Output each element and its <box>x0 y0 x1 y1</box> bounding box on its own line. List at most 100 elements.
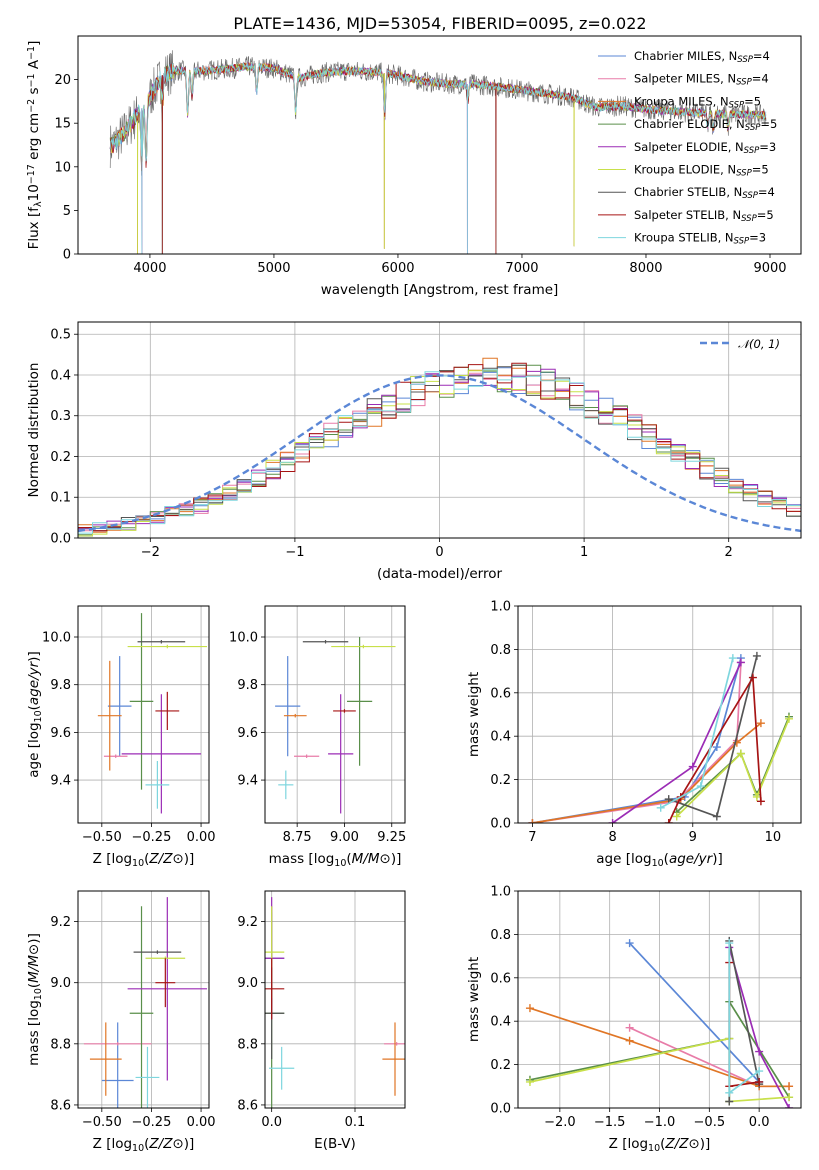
y-tick-label: 9.8 <box>50 678 71 693</box>
y-axis-label: mass weight <box>466 672 482 757</box>
plot-area <box>109 50 767 254</box>
legend-label: Kroupa STELIB, NSSP=3 <box>634 231 766 247</box>
series-marker <box>625 1036 634 1045</box>
series-marker <box>756 719 765 728</box>
y-tick-label: 9.4 <box>50 774 71 789</box>
x-tick-label: −0.25 <box>132 1115 172 1130</box>
x-tick-label: 0.00 <box>187 1115 216 1130</box>
y-tick-label: 0.3 <box>50 409 71 424</box>
x-tick-label: 9000 <box>753 261 786 276</box>
y-tick-label: 0.4 <box>490 730 511 745</box>
series-marker <box>752 651 761 660</box>
spectrum-line <box>109 62 767 254</box>
y-tick-label: 9.6 <box>237 726 258 741</box>
histogram-step <box>78 369 801 534</box>
y-tick-label: 15 <box>54 117 71 132</box>
y-tick-label: 9.2 <box>237 915 258 930</box>
panel-age-vs-mass: 8.75 9.00 9.25 9.4 9.6 9.8 10.0 mass [log10(M/M… <box>229 605 406 869</box>
panel-spectrum: 4000 5000 6000 7000 8000 9000 0 5 10 15 20 waveleng… <box>26 35 802 298</box>
spectrum-line <box>109 62 767 254</box>
y-tick-label: 1.0 <box>490 885 511 900</box>
series-marker <box>608 819 617 823</box>
y-tick-label: 0.2 <box>490 1058 511 1073</box>
spectrum-line <box>109 62 767 254</box>
y-tick-label: 0.1 <box>50 491 71 506</box>
series-marker <box>696 782 705 791</box>
series-line <box>532 662 742 823</box>
y-axis-label: mass [log10(M/M⊙)] <box>26 933 44 1066</box>
x-tick-label: −0.5 <box>694 1115 726 1130</box>
x-tick-label: −0.50 <box>82 830 122 845</box>
x-axis-label: Z [log10(Z/Z⊙)] <box>93 1136 195 1154</box>
series-marker <box>732 738 741 747</box>
y-tick-label: 0.5 <box>50 328 71 343</box>
gaussian-curve <box>78 374 801 533</box>
spectrum-line <box>109 62 767 254</box>
panel-mass-vs-Z: −0.50 −0.25 0.00 8.6 8.8 9.0 9.2 Z [log10(Z/Z⊙)… <box>26 890 216 1154</box>
series-marker <box>748 673 757 682</box>
axes-frame <box>77 321 802 539</box>
y-axis-label: age [log10(age/yr)] <box>26 651 44 777</box>
x-tick-label: −2.0 <box>544 1115 576 1130</box>
series-marker <box>755 1067 764 1076</box>
y-tick-label: 9.0 <box>237 976 258 991</box>
x-axis-label: Z [log10(Z/Z⊙)] <box>609 1136 711 1154</box>
y-tick-label: 8.6 <box>50 1098 71 1113</box>
y-tick-label: 8.8 <box>237 1037 258 1052</box>
series-line <box>667 674 762 823</box>
histogram-step <box>78 364 801 532</box>
series-marker <box>664 795 673 804</box>
y-tick-label: 0 <box>63 248 71 263</box>
legend: 𝒩(0, 1) <box>700 337 780 351</box>
y-tick-label: 0.8 <box>490 643 511 658</box>
x-tick-label: 8 <box>608 830 616 845</box>
series-marker <box>785 1082 794 1091</box>
series-line <box>529 1007 789 1088</box>
legend-label: 𝒩(0, 1) <box>738 337 780 351</box>
x-tick-label: 7000 <box>505 261 538 276</box>
axes-frame <box>517 605 802 824</box>
legend-label: Kroupa MILES, NSSP=5 <box>634 94 761 110</box>
plot-area <box>78 357 801 537</box>
x-tick-label: 9.00 <box>330 830 359 845</box>
series-marker <box>725 1088 734 1097</box>
y-tick-label: 0.0 <box>490 817 511 832</box>
y-tick-label: 9.6 <box>50 726 71 741</box>
histogram-step <box>78 369 801 537</box>
plot-area <box>265 897 405 1108</box>
series-marker <box>756 797 765 806</box>
panel-mass-weight-vs-Z: −2.0 −1.5 −1.0 −0.5 0.0 0.0 0.2 0.4 0.6 0.8 1.0 Z [… <box>466 885 802 1154</box>
series-marker <box>525 1004 534 1013</box>
x-tick-label: 0.0 <box>749 1115 770 1130</box>
series-marker <box>712 743 721 752</box>
x-axis-label: age [log10(age/yr)] <box>596 851 722 869</box>
axes-frame <box>264 605 406 824</box>
x-tick-label: 8.75 <box>283 830 312 845</box>
y-tick-label: 0.2 <box>490 773 511 788</box>
y-tick-label: 0.0 <box>490 1102 511 1117</box>
plot-area <box>528 651 793 823</box>
y-tick-label: 5 <box>63 204 71 219</box>
spectrum-line <box>109 61 767 254</box>
legend-label: Chabrier ELODIE, NSSP=5 <box>634 117 777 133</box>
series-line <box>676 718 790 818</box>
axes-frame <box>77 605 210 824</box>
legend-label: Chabrier STELIB, NSSP=4 <box>634 185 775 201</box>
y-tick-label: 9.4 <box>237 774 258 789</box>
series-marker <box>728 654 737 663</box>
series-marker <box>755 1047 764 1056</box>
x-tick-label: 5000 <box>257 261 290 276</box>
y-tick-label: 8.8 <box>50 1037 71 1052</box>
x-tick-label: 2 <box>725 545 733 560</box>
spectrum-line <box>109 62 767 254</box>
y-tick-label: 9.8 <box>237 678 258 693</box>
legend-label: Salpeter MILES, NSSP=4 <box>634 72 769 88</box>
plot-area <box>97 613 208 814</box>
series-marker <box>688 762 697 771</box>
series-marker <box>664 819 673 823</box>
x-tick-label: −0.25 <box>132 830 172 845</box>
series-marker <box>755 1077 764 1086</box>
series-marker <box>712 812 721 821</box>
plot-area <box>275 637 396 814</box>
series-marker <box>625 1023 634 1032</box>
